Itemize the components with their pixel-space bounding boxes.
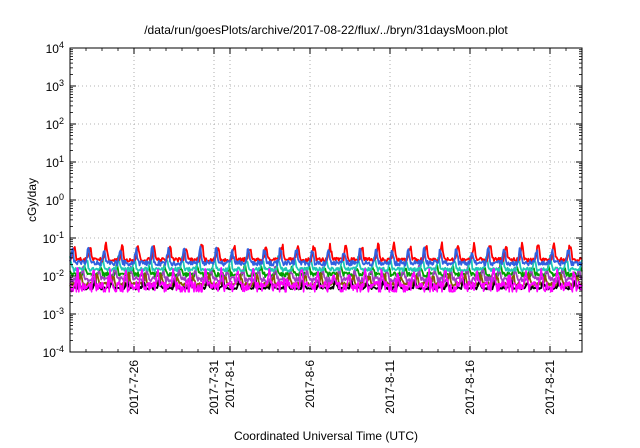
- grid: [70, 48, 582, 352]
- series-line: [69, 267, 583, 293]
- x-tick-label: 2017-8-6: [303, 360, 317, 408]
- series-line: [69, 245, 583, 267]
- x-tick-label: 2017-8-11: [383, 360, 397, 414]
- x-axis: 2017-7-26 2017-7-31 2017-8-1 2017-8-6 2017-8…: [69, 48, 583, 415]
- x-tick-label: 2017-8-1: [223, 360, 237, 408]
- series-line: [69, 262, 583, 278]
- x-axis-label: Coordinated Universal Time (UTC): [234, 429, 418, 443]
- series-layer: [69, 241, 583, 293]
- x-tick-label: 2017-7-31: [207, 360, 221, 415]
- x-tick-label: 2017-8-16: [463, 360, 477, 415]
- x-tick-label: 2017-8-21: [543, 360, 557, 415]
- chart-title: /data/run/goesPlots/archive/2017-08-22/f…: [144, 23, 508, 37]
- y-axis-label: cGy/day: [25, 178, 39, 222]
- x-tick-label: 2017-7-26: [127, 360, 141, 415]
